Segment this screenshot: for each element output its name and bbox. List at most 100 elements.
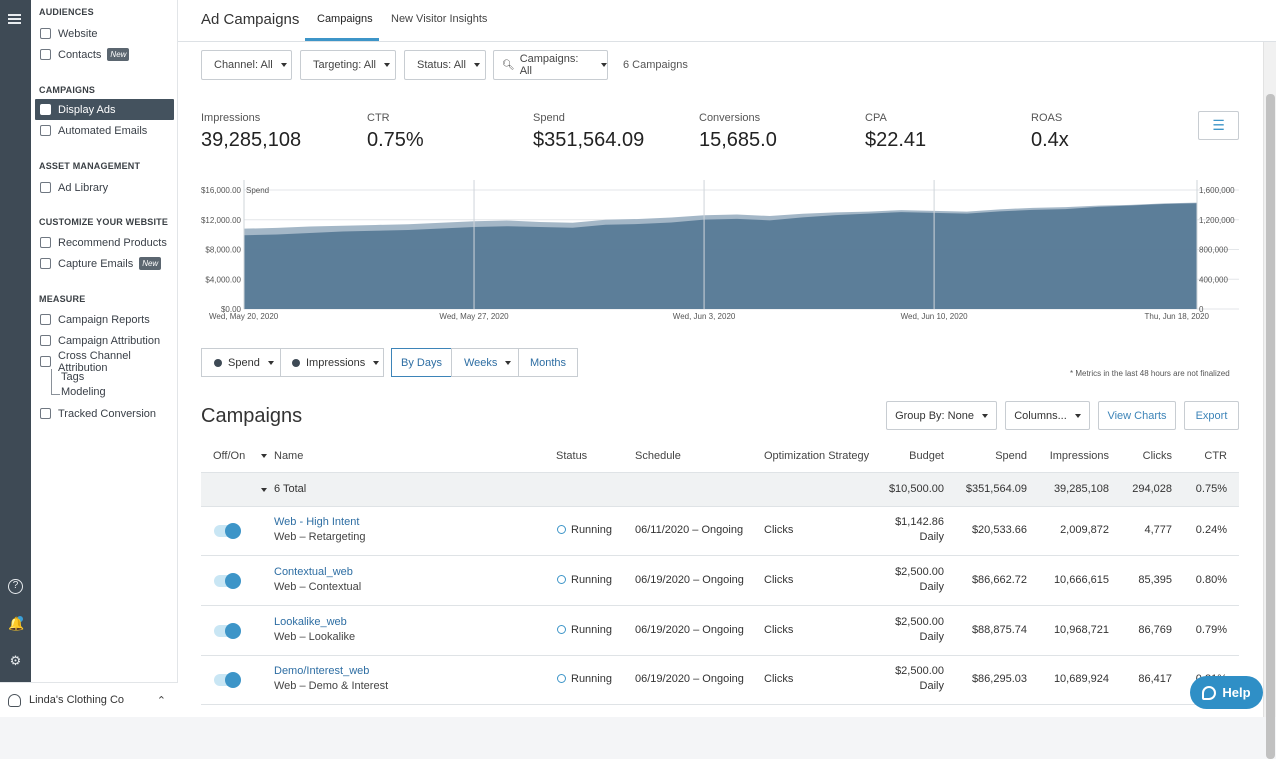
chevron-up-icon: ⌃: [156, 695, 166, 707]
months-button[interactable]: Months: [518, 348, 578, 377]
status-filter[interactable]: Status: All: [404, 50, 486, 80]
divider: [201, 472, 1239, 473]
people-icon: [40, 49, 51, 60]
caret-down-icon: [280, 63, 287, 67]
caret-down-icon: [601, 63, 607, 67]
targeting-filter[interactable]: Targeting: All: [300, 50, 396, 80]
campaign-impressions: 2,009,872: [1060, 524, 1109, 536]
campaign-toggle[interactable]: [214, 672, 241, 688]
help-button[interactable]: Help: [1190, 676, 1263, 709]
by-days-button[interactable]: By Days: [391, 348, 452, 377]
sidebar-item-display-ads[interactable]: Display Ads: [35, 99, 174, 120]
campaign-count: 6 Campaigns: [623, 59, 688, 71]
view-charts-button[interactable]: View Charts: [1098, 401, 1176, 430]
campaigns-filter[interactable]: 🔍︎ Campaigns: All: [493, 50, 608, 80]
caret-down-icon: [267, 360, 274, 365]
campaign-budget: $2,500.00: [895, 665, 944, 677]
caret-down-icon[interactable]: [261, 454, 267, 458]
tab-campaigns[interactable]: Campaigns: [317, 13, 373, 25]
col-header-on-off[interactable]: Off/On: [213, 450, 246, 462]
campaign-name-link[interactable]: Lookalike_web: [274, 616, 347, 628]
bell-icon[interactable]: 🔔: [8, 616, 25, 631]
campaign-strategy: Clicks: [764, 574, 794, 586]
sidebar-item-campaign-reports[interactable]: Campaign Reports: [35, 309, 174, 330]
campaign-toggle[interactable]: [214, 623, 241, 639]
sidebar-item-capture-emails[interactable]: Capture Emails New: [35, 253, 174, 274]
chart-week-lines: [243, 180, 1198, 309]
channel-filter[interactable]: Channel: All: [201, 50, 292, 80]
col-header-strategy[interactable]: Optimization Strategy: [764, 450, 870, 462]
y-tick-left: $0.00: [221, 305, 242, 314]
y-tick-left: $16,000.00: [201, 186, 242, 195]
campaign-budget-period: Daily: [919, 581, 944, 593]
sidebar-item-contacts[interactable]: Contacts New: [35, 44, 174, 65]
sidebar-item-website[interactable]: Website: [35, 23, 174, 44]
section-customize: CUSTOMIZE YOUR WEBSITE: [39, 217, 169, 227]
col-header-clicks[interactable]: Clicks: [1142, 450, 1172, 462]
sidebar-item-cross-channel[interactable]: Cross Channel Attribution: [35, 350, 174, 374]
col-header-impressions[interactable]: Impressions: [1049, 450, 1109, 462]
caret-down-icon: [473, 63, 480, 67]
col-header-status[interactable]: Status: [556, 450, 588, 462]
chat-bubble-icon: [1202, 685, 1217, 700]
campaign-clicks: 4,777: [1144, 524, 1172, 536]
x-tick: Wed, May 20, 2020: [209, 312, 279, 321]
line-chart-icon: [40, 335, 51, 346]
caret-down-icon[interactable]: [261, 488, 267, 492]
campaign-clicks: 86,417: [1138, 673, 1172, 685]
weeks-button[interactable]: Weeks: [451, 348, 519, 377]
campaign-name-link[interactable]: Demo/Interest_web: [274, 665, 370, 677]
col-header-schedule[interactable]: Schedule: [635, 450, 681, 462]
caret-down-icon: [981, 413, 988, 418]
caret-down-icon: [1074, 413, 1081, 418]
scrollbar-thumb[interactable]: [1266, 94, 1275, 759]
hamburger-menu-icon[interactable]: [8, 12, 23, 27]
export-button[interactable]: Export: [1184, 401, 1239, 430]
sidebar-item-campaign-attribution[interactable]: Campaign Attribution: [35, 330, 174, 351]
campaign-budget: $1,142.86: [895, 516, 944, 528]
tab-new-visitor-insights[interactable]: New Visitor Insights: [391, 13, 488, 25]
left-rail: ? 🔔 ⚙: [0, 0, 31, 717]
campaign-clicks: 85,395: [1138, 574, 1172, 586]
sidebar-item-ad-library[interactable]: Ad Library: [35, 177, 174, 198]
page-scrollbar[interactable]: [1263, 42, 1276, 759]
y-tick-right: 0: [1199, 305, 1204, 314]
sidebar-item-tracked-conversion[interactable]: Tracked Conversion: [35, 403, 174, 424]
columns-select[interactable]: Columns...: [1005, 401, 1090, 430]
sidebar-item-automated-emails[interactable]: Automated Emails: [35, 120, 174, 141]
col-header-spend[interactable]: Spend: [995, 450, 1027, 462]
col-header-name[interactable]: Name: [274, 450, 304, 462]
megaphone-icon: [40, 104, 51, 115]
chart-settings-button[interactable]: ☰: [1198, 111, 1239, 140]
campaign-toggle[interactable]: [214, 523, 241, 539]
campaign-name-link[interactable]: Web - High Intent: [274, 516, 360, 528]
campaign-toggle[interactable]: [214, 573, 241, 589]
top-bar: Ad Campaigns Campaigns New Visitor Insig…: [178, 0, 1276, 42]
user-icon: [8, 693, 21, 707]
impressions-metric-select[interactable]: Impressions: [280, 348, 384, 377]
gear-icon[interactable]: ⚙: [9, 653, 22, 668]
new-badge: New: [107, 48, 130, 61]
campaign-subtitle: Web – Retargeting: [274, 531, 366, 543]
sidebar-item-modeling[interactable]: Modeling: [61, 386, 106, 398]
campaign-status: Running: [557, 624, 612, 636]
col-header-ctr[interactable]: CTR: [1204, 450, 1227, 462]
campaign-subtitle: Web – Lookalike: [274, 631, 356, 643]
kpi-spend: Spend $351,564.09: [533, 112, 645, 151]
col-header-budget[interactable]: Budget: [909, 450, 944, 462]
account-switcher[interactable]: Linda's Clothing Co ⌃: [0, 682, 178, 717]
metrics-note: * Metrics in the last 48 hours are not f…: [1070, 369, 1230, 378]
search-icon: 🔍︎: [502, 59, 515, 71]
status-circle-icon: [557, 525, 566, 534]
help-circle-icon[interactable]: ?: [8, 579, 23, 594]
sidebar-item-recommend-products[interactable]: Recommend Products: [35, 232, 174, 253]
kpi-roas: ROAS 0.4x: [1031, 112, 1069, 151]
kpi-conversions: Conversions 15,685.0: [699, 112, 777, 151]
sidebar-item-tags[interactable]: Tags: [61, 371, 85, 383]
group-by-select[interactable]: Group By: None: [886, 401, 997, 430]
campaign-name-link[interactable]: Contextual_web: [274, 566, 353, 578]
campaign-budget-period: Daily: [919, 531, 944, 543]
tree-line: [51, 369, 60, 395]
spend-metric-select[interactable]: Spend: [201, 348, 281, 377]
caret-down-icon: [373, 360, 380, 365]
